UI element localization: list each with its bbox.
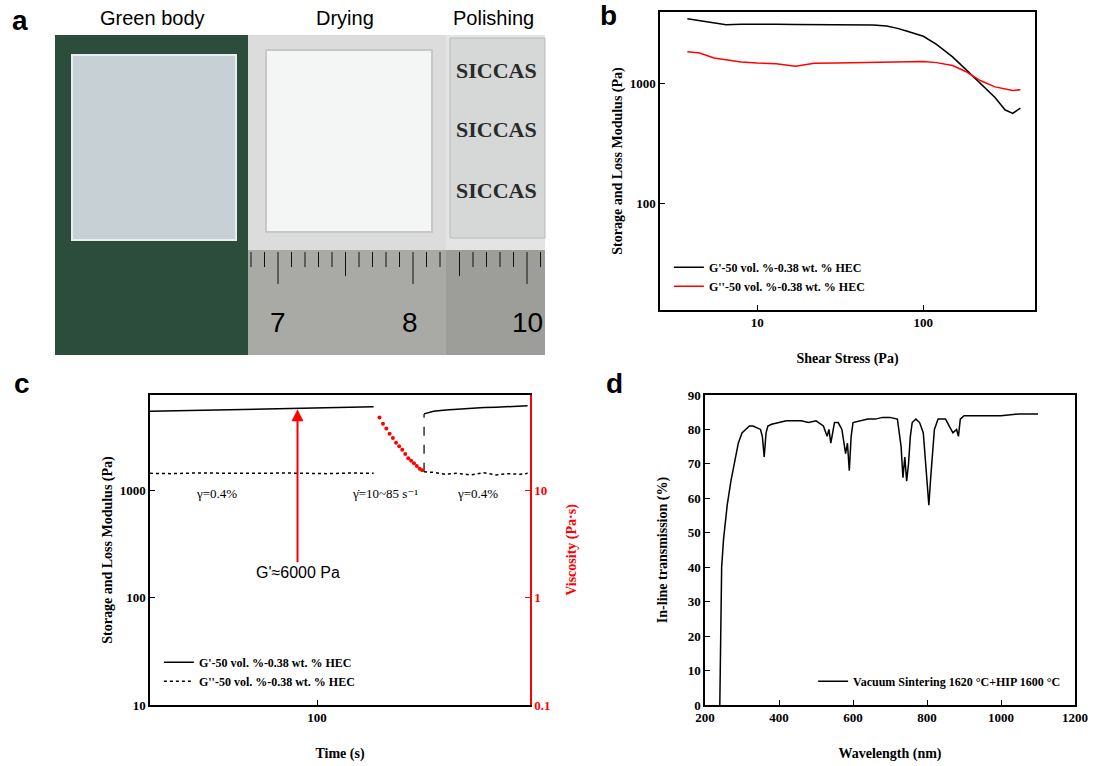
svg-text:60: 60 (688, 491, 701, 506)
svg-text:Storage and Loss Modulus (Pa): Storage and Loss Modulus (Pa) (610, 67, 626, 255)
svg-text:1200: 1200 (1062, 710, 1088, 725)
svg-text:G''-50 vol. %-0.38 wt. % HEC: G''-50 vol. %-0.38 wt. % HEC (709, 280, 865, 294)
svg-text:Storage and Loss Modulus (Pa): Storage and Loss Modulus (Pa) (100, 456, 116, 644)
svg-text:100: 100 (914, 315, 934, 330)
svg-text:SICCAS: SICCAS (456, 117, 537, 142)
svg-text:0.1: 0.1 (534, 698, 550, 713)
svg-text:γ̇=10~85 s⁻¹: γ̇=10~85 s⁻¹ (352, 486, 418, 501)
svg-text:100: 100 (126, 590, 146, 605)
svg-text:10: 10 (133, 698, 146, 713)
svg-text:Time (s): Time (s) (315, 746, 364, 762)
svg-text:1000: 1000 (630, 76, 656, 91)
svg-text:10: 10 (512, 307, 543, 338)
svg-text:G'-50 vol. %-0.38 wt. % HEC: G'-50 vol. %-0.38 wt. % HEC (709, 261, 862, 275)
svg-text:In-line transmission (%): In-line transmission (%) (655, 477, 671, 624)
svg-text:70: 70 (688, 456, 701, 471)
svg-text:G''-50 vol. %-0.38 wt. % HEC: G''-50 vol. %-0.38 wt. % HEC (199, 675, 355, 689)
svg-text:b: b (600, 0, 617, 31)
svg-text:G'-50 vol. %-0.38 wt. % HEC: G'-50 vol. %-0.38 wt. % HEC (199, 656, 352, 670)
svg-text:100: 100 (307, 710, 327, 725)
svg-text:50: 50 (688, 525, 701, 540)
svg-text:10: 10 (534, 483, 547, 498)
svg-text:400: 400 (769, 710, 789, 725)
svg-text:30: 30 (688, 594, 701, 609)
svg-text:Green body: Green body (100, 7, 205, 29)
svg-text:Drying: Drying (316, 7, 374, 29)
svg-text:c: c (14, 368, 30, 399)
svg-text:Viscosity (Pa·s): Viscosity (Pa·s) (564, 504, 580, 596)
svg-text:8: 8 (402, 307, 418, 338)
svg-text:0: 0 (694, 698, 701, 713)
svg-text:800: 800 (917, 710, 937, 725)
svg-text:20: 20 (688, 629, 701, 644)
svg-text:a: a (12, 5, 28, 36)
svg-text:Polishing: Polishing (453, 7, 534, 29)
svg-text:G'≈6000 Pa: G'≈6000 Pa (256, 564, 340, 581)
svg-text:γ=0.4%: γ=0.4% (196, 486, 237, 501)
svg-text:10: 10 (688, 663, 701, 678)
svg-text:200: 200 (695, 710, 715, 725)
svg-text:Shear Stress (Pa): Shear Stress (Pa) (796, 351, 898, 367)
svg-text:1: 1 (534, 590, 541, 605)
svg-text:40: 40 (688, 560, 701, 575)
svg-text:SICCAS: SICCAS (456, 58, 537, 83)
svg-text:100: 100 (636, 196, 656, 211)
svg-text:90: 90 (688, 388, 701, 403)
svg-text:1000: 1000 (120, 483, 146, 498)
svg-text:1000: 1000 (988, 710, 1014, 725)
svg-text:d: d (606, 368, 623, 399)
svg-text:SICCAS: SICCAS (456, 178, 537, 203)
svg-text:10: 10 (751, 315, 764, 330)
svg-text:600: 600 (843, 710, 863, 725)
svg-text:Wavelength (nm): Wavelength (nm) (838, 746, 941, 762)
svg-text:7: 7 (270, 307, 286, 338)
svg-text:γ=0.4%: γ=0.4% (457, 486, 498, 501)
svg-text:80: 80 (688, 422, 701, 437)
svg-text:Vacuum Sintering 1620 °C+HIP 1: Vacuum Sintering 1620 °C+HIP 1600 °C (853, 675, 1060, 689)
